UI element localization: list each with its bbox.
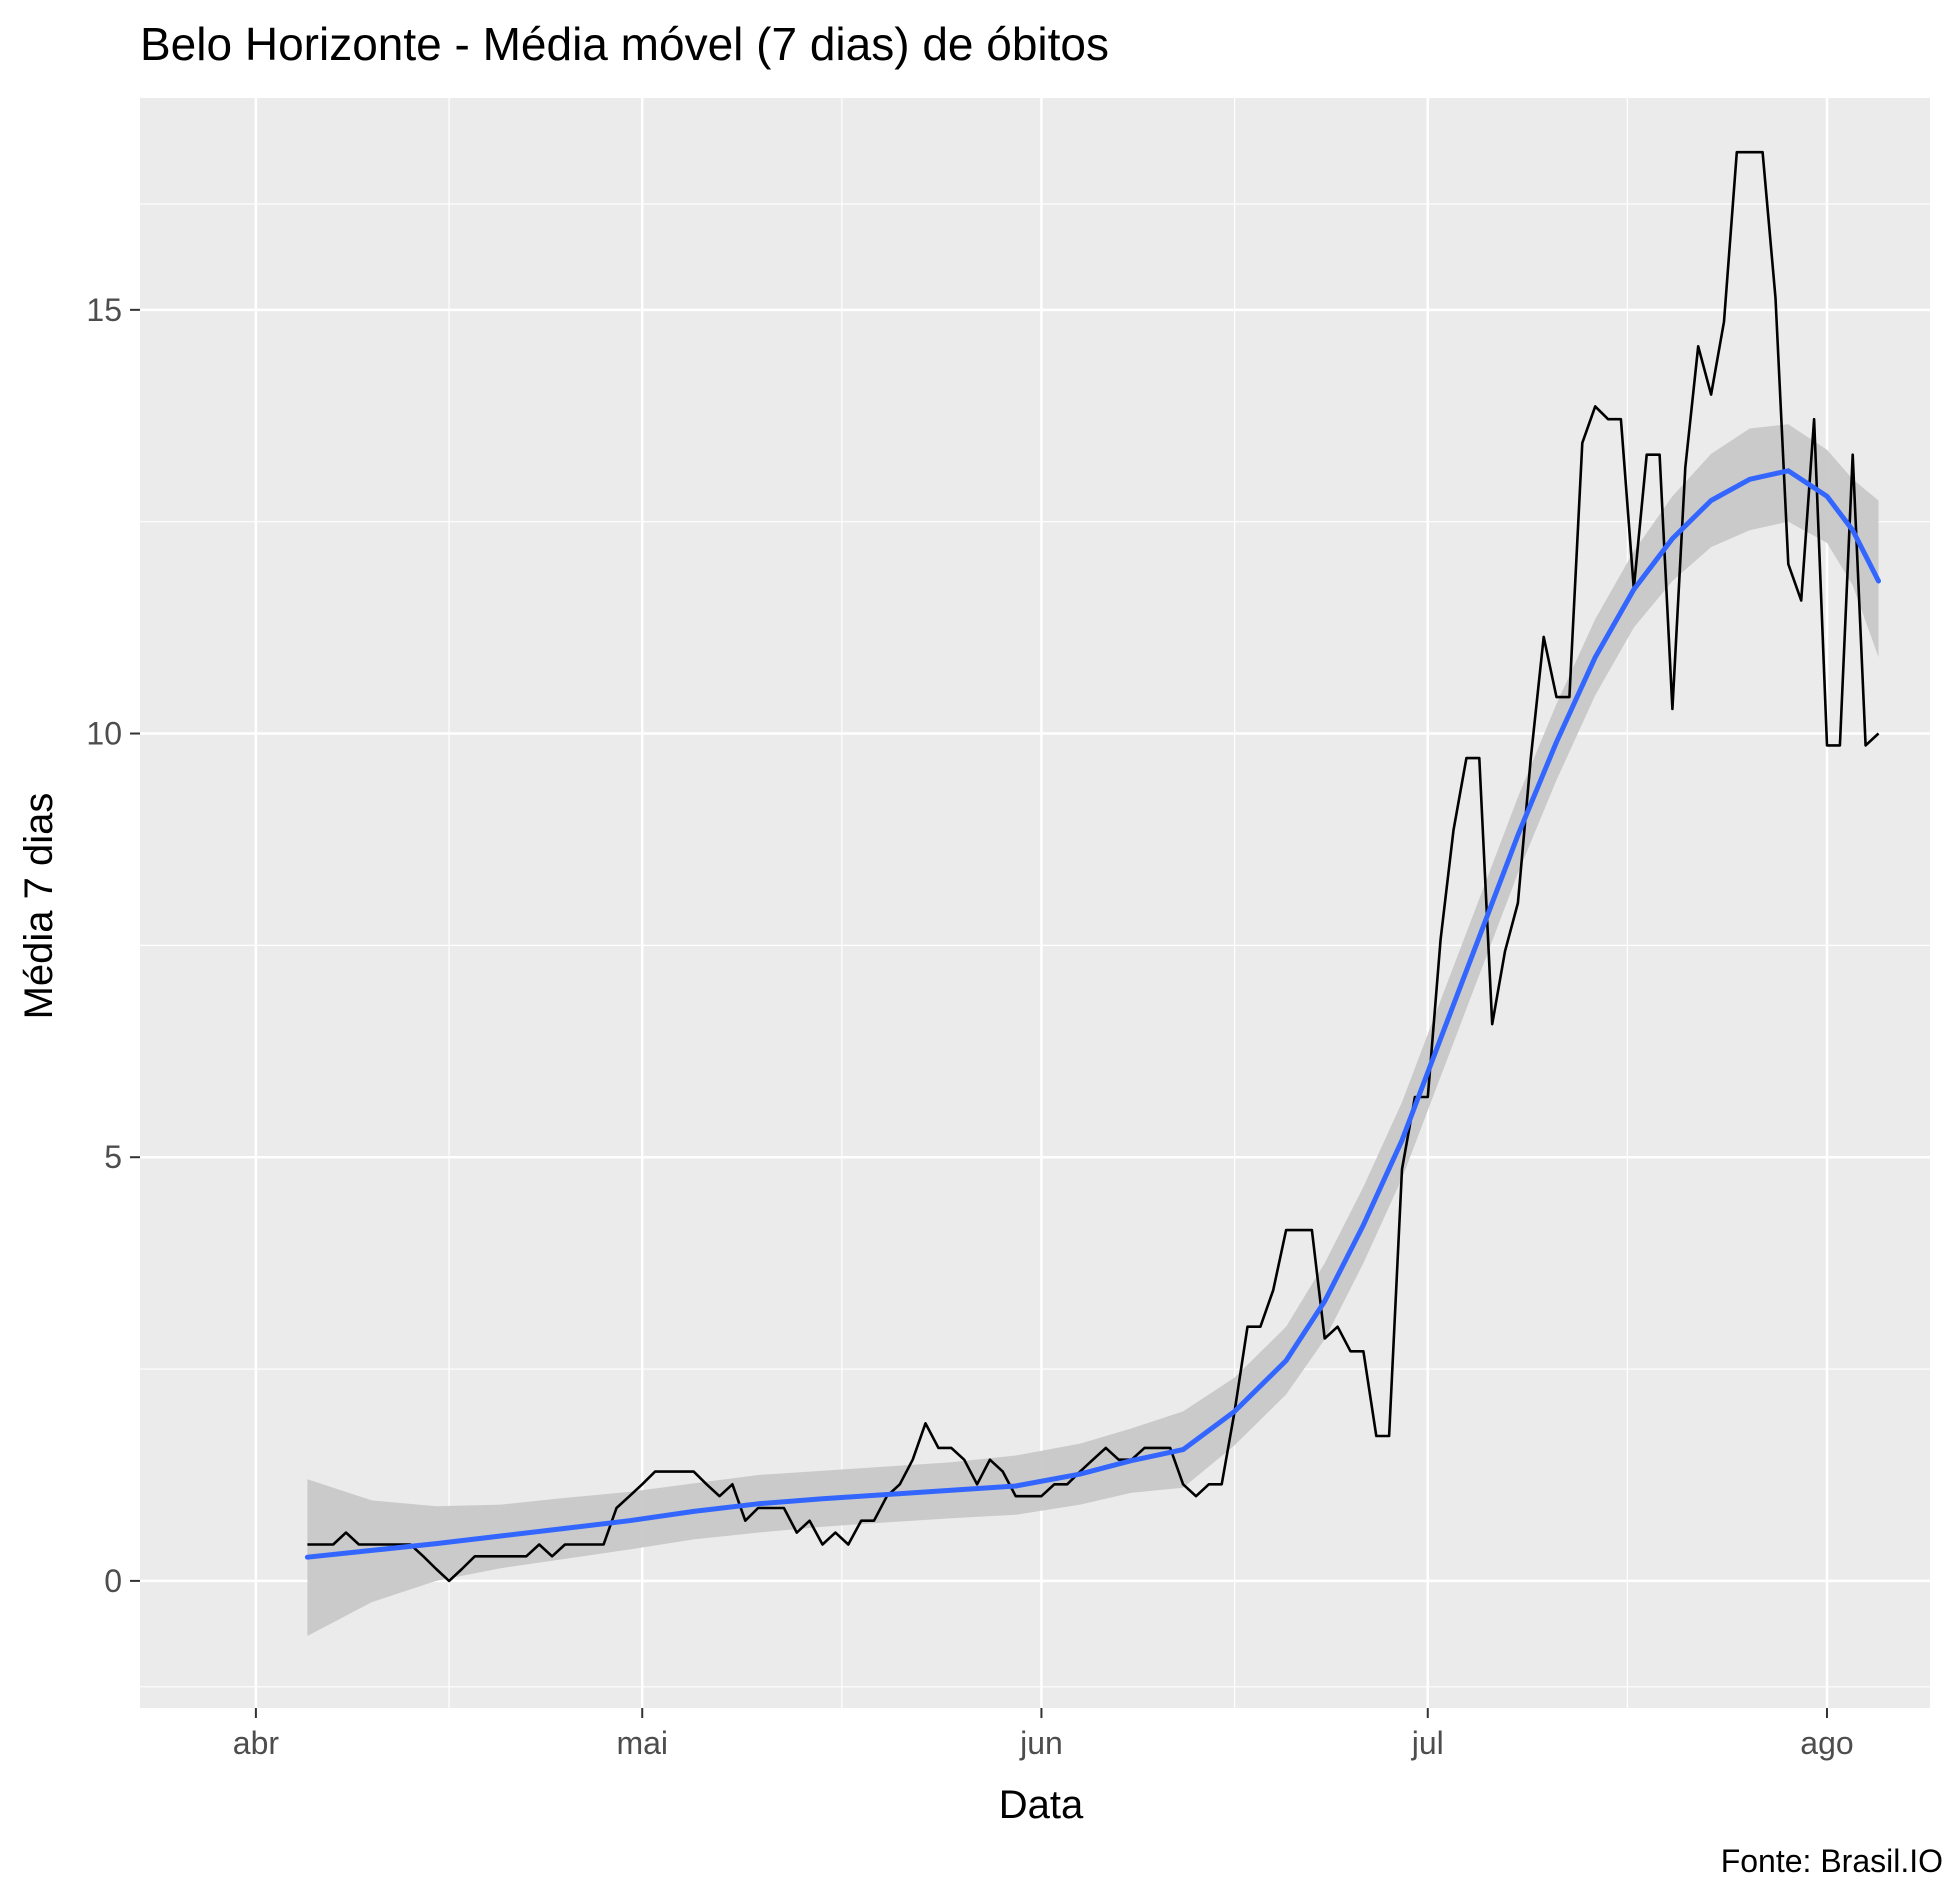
- y-axis-label: Média 7 dias: [17, 793, 61, 1020]
- x-axis-label: Data: [999, 1783, 1084, 1827]
- confidence-ribbon: [307, 424, 1879, 1637]
- x-axis-ticks: abr mai jun jul ago: [233, 1708, 1854, 1761]
- series-line: [307, 150, 1880, 1583]
- panel-background: [140, 98, 1930, 1708]
- chart-title: Belo Horizonte - Média móvel (7 dias) de…: [140, 18, 1109, 70]
- plot-panel: [140, 98, 1930, 1708]
- x-tick-label: ago: [1800, 1725, 1853, 1761]
- chart-caption: Fonte: Brasil.IO: [1721, 1843, 1943, 1879]
- y-tick-label: 15: [86, 292, 122, 328]
- y-tick-label: 0: [104, 1563, 122, 1599]
- smooth-trend-line: [304, 468, 1881, 1560]
- x-tick-label: jul: [1411, 1725, 1444, 1761]
- y-tick-label: 10: [86, 716, 122, 752]
- x-tick-label: jun: [1019, 1725, 1063, 1761]
- x-tick-label: abr: [233, 1725, 280, 1761]
- x-tick-label: mai: [616, 1725, 668, 1761]
- y-axis-ticks: 0 5 10 15: [86, 292, 140, 1599]
- y-tick-label: 5: [104, 1139, 122, 1175]
